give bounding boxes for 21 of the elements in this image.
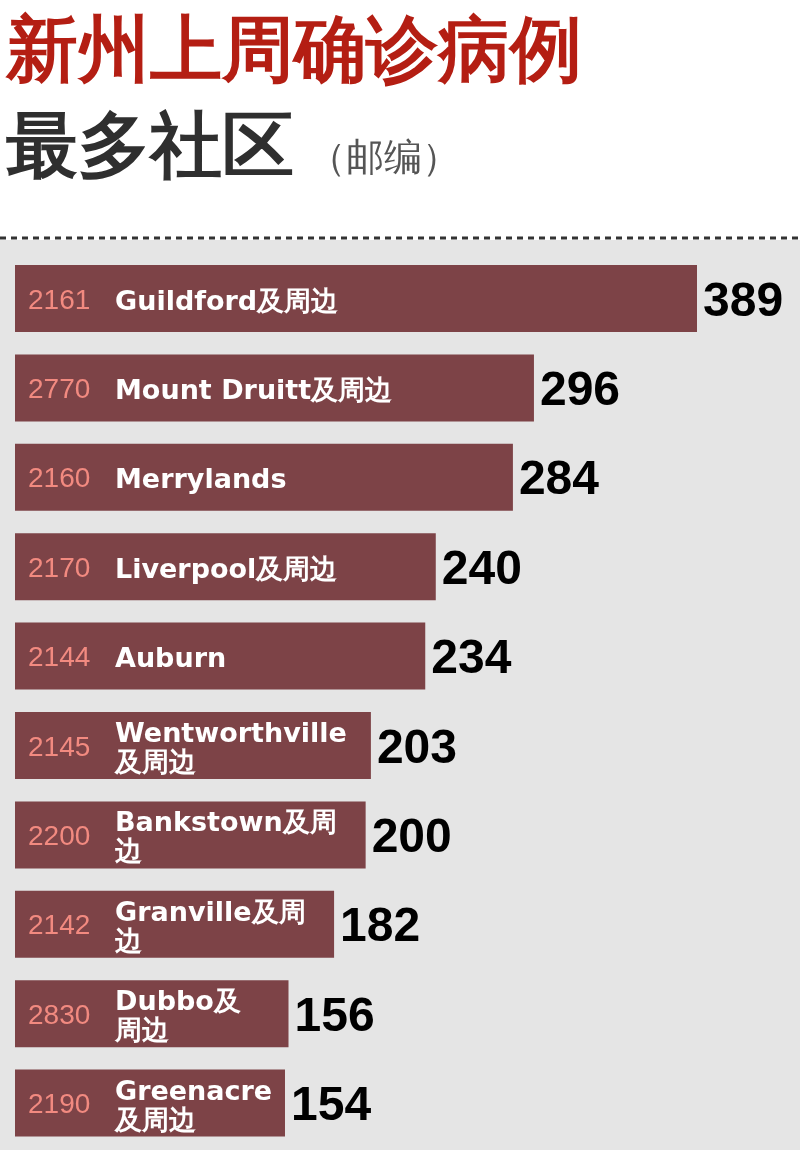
data-label: 389 [703,272,784,326]
text: （邮编） [308,134,460,181]
bar [15,265,697,332]
data-label: 156 [294,987,375,1041]
y-tick-label: 2144 Auburn [28,641,227,674]
data-label: 234 [431,630,512,684]
y-tick-label: 2170 Liverpool及周边 [28,551,338,584]
data-label: 203 [376,719,457,773]
chart-title: 新州上周确诊病例 [6,7,582,91]
y-tick-label: 2161 Guildford及周边 [28,283,339,316]
data-label: 296 [539,361,621,415]
chart-subtitle: 最多社区 [6,103,294,187]
data-label: 240 [441,540,522,594]
y-tick-label: 2160 Merrylands [28,462,287,495]
data-label: 284 [518,451,600,505]
bar [15,622,426,690]
data-label: 154 [290,1077,372,1131]
data-label: 200 [371,808,452,862]
bar [15,443,513,511]
y-tick-label: 2770 Mount Druitt及周边 [28,372,393,405]
data-label: 182 [340,898,421,952]
